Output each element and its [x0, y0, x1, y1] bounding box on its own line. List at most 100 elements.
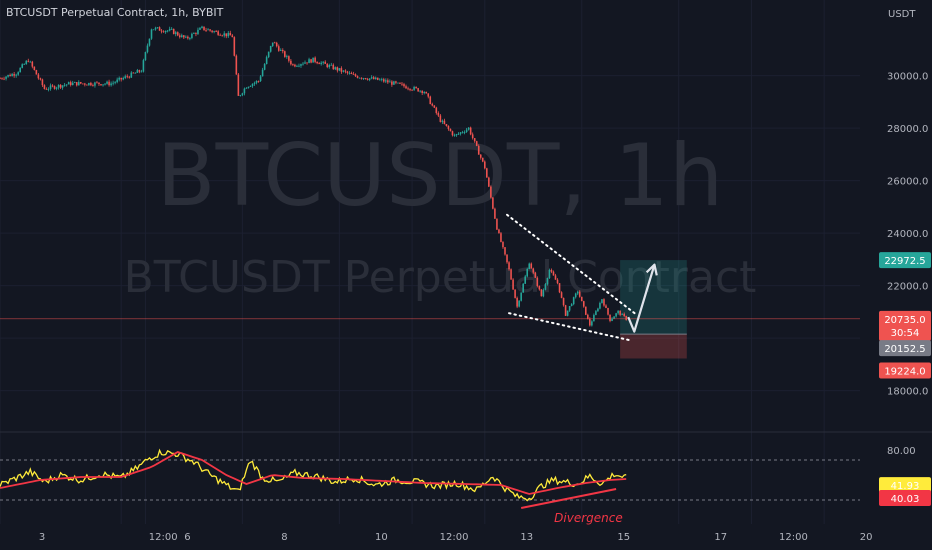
candle	[360, 77, 363, 79]
candle	[467, 127, 470, 130]
candle	[459, 132, 462, 134]
candle	[166, 30, 169, 32]
candle	[387, 80, 389, 83]
candle	[397, 82, 399, 84]
candle	[530, 263, 533, 269]
candle	[455, 134, 458, 136]
candle	[120, 77, 122, 80]
candle	[441, 120, 444, 122]
candle	[312, 57, 314, 63]
candle	[199, 27, 201, 30]
candle	[465, 129, 468, 133]
candle	[435, 107, 438, 113]
candle	[124, 76, 127, 79]
candle	[92, 85, 94, 87]
candle	[609, 314, 611, 321]
candle	[193, 33, 195, 34]
candle	[334, 67, 337, 70]
candle	[409, 88, 411, 90]
candle	[277, 46, 280, 51]
candle	[57, 84, 60, 88]
candle	[370, 77, 373, 79]
candle	[160, 30, 163, 32]
candle	[249, 86, 252, 87]
last-price-tag: 20735.0	[884, 315, 925, 326]
candle	[181, 35, 183, 38]
candle	[267, 51, 270, 58]
candle	[558, 283, 561, 293]
candle	[383, 79, 385, 82]
candle	[496, 218, 498, 230]
candle	[96, 82, 98, 84]
candle	[391, 81, 393, 85]
candle	[170, 28, 173, 30]
candle	[481, 157, 484, 162]
candle	[25, 60, 28, 65]
candle	[461, 132, 464, 134]
candle	[556, 279, 559, 284]
candle	[211, 30, 213, 32]
candle	[31, 61, 34, 67]
candle	[385, 80, 387, 82]
wedge-pattern	[506, 213, 658, 342]
candle	[611, 318, 613, 321]
candle	[148, 38, 151, 46]
candle	[191, 33, 193, 38]
candle	[247, 86, 250, 88]
candle	[207, 29, 209, 31]
candle	[59, 84, 62, 88]
candle	[118, 77, 120, 80]
candle	[597, 308, 599, 312]
candle	[310, 59, 312, 63]
candle	[362, 78, 365, 79]
candle	[330, 64, 333, 66]
x-tick-label: 15	[617, 532, 630, 543]
candle	[593, 314, 595, 322]
candle	[449, 128, 452, 132]
x-tick-label: 6	[184, 532, 190, 543]
candle	[591, 321, 593, 326]
candle	[136, 70, 139, 73]
candle	[419, 90, 421, 92]
position-stop-zone[interactable]	[620, 334, 687, 359]
candle	[479, 154, 482, 158]
candle	[253, 82, 256, 84]
candle	[617, 310, 619, 314]
candle	[239, 95, 242, 96]
candle	[172, 28, 175, 35]
stop-price-tag-bg	[879, 362, 931, 379]
candle	[176, 32, 179, 36]
candle	[316, 61, 318, 64]
candle	[356, 76, 359, 78]
candle	[601, 299, 603, 303]
candle	[15, 74, 17, 76]
y-tick-label: 18000.0	[887, 387, 928, 398]
candle	[376, 77, 379, 80]
y-tick-label: 22000.0	[887, 282, 928, 293]
candle	[417, 88, 419, 92]
candle	[548, 269, 551, 279]
candle	[395, 81, 397, 83]
candle	[473, 138, 476, 142]
candle	[67, 82, 70, 85]
candle	[269, 45, 272, 52]
candle	[98, 82, 100, 85]
candle	[275, 42, 278, 47]
candle	[532, 268, 535, 273]
candle	[439, 115, 442, 122]
candle	[554, 275, 557, 280]
candle	[538, 286, 541, 290]
candle	[437, 112, 440, 116]
x-tick-label: 3	[39, 532, 45, 543]
rsi-ma-value-tag-bg	[879, 489, 931, 506]
candle	[261, 69, 264, 77]
candle	[110, 83, 112, 86]
candle	[427, 93, 430, 97]
candle	[332, 64, 335, 70]
candle	[106, 81, 108, 84]
candle	[255, 80, 258, 83]
candle	[308, 59, 310, 64]
candle	[39, 78, 42, 80]
candle	[457, 133, 460, 135]
